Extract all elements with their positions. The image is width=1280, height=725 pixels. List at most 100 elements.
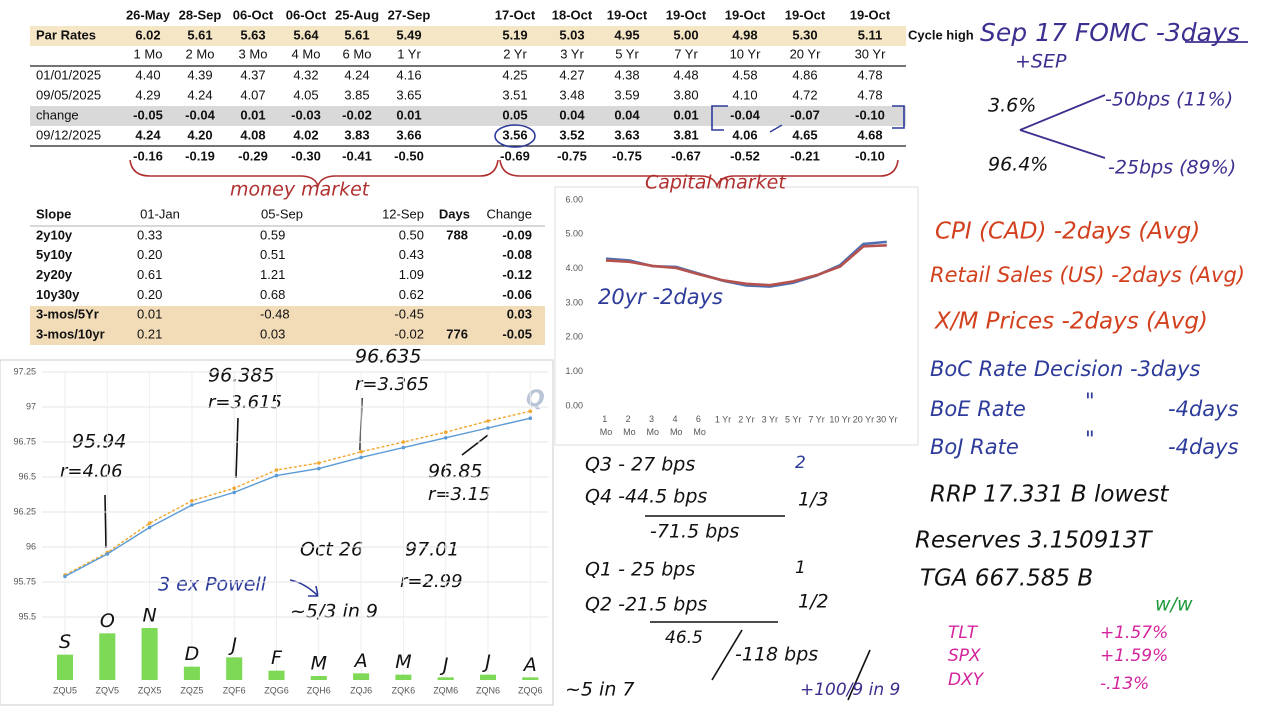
- note: 1/2: [798, 591, 829, 613]
- bar: [353, 673, 370, 680]
- change-row-bg: [30, 106, 906, 126]
- tenor: 6 Mo: [343, 46, 372, 61]
- y-tick-label: 96: [26, 541, 36, 551]
- slope-cell: 0.59: [260, 227, 285, 242]
- y-tick-label: 95.5: [18, 611, 36, 621]
- par-rate: 5.00: [673, 27, 698, 42]
- note: Capital market: [645, 172, 787, 194]
- slope-cell: 0.33: [137, 227, 162, 242]
- x-tick-label: ZQJ6: [350, 685, 372, 695]
- note: 1: [795, 558, 806, 578]
- rate-cell: -0.04: [730, 107, 760, 122]
- date-header: 06-Oct: [233, 7, 274, 22]
- bar-label: M: [395, 651, 411, 673]
- bar: [437, 677, 454, 680]
- date-header: 19-Oct: [850, 7, 891, 22]
- x-tick-label: 1 Yr: [715, 414, 731, 424]
- row-label: 01/01/2025: [36, 67, 101, 82]
- y-tick-label: 97.25: [13, 366, 36, 376]
- x-tick-label: 6 Mo: [693, 414, 706, 437]
- slope-cell: 3-mos/5Yr: [36, 307, 99, 322]
- tenor: 2 Mo: [186, 46, 215, 61]
- branch-up: [1019, 94, 1106, 131]
- calc-lines: [645, 515, 871, 701]
- slope-header: Days: [439, 206, 470, 221]
- note: +1.57%: [1100, 623, 1168, 643]
- slope-cell: -0.02: [394, 326, 424, 341]
- rate-cell: 3.63: [614, 127, 639, 142]
- par-rate: 5.30: [792, 27, 817, 42]
- rate-cell: -0.69: [500, 148, 530, 163]
- rate-cell: 3.85: [344, 87, 369, 102]
- pointer: [461, 434, 489, 456]
- point: [190, 499, 194, 503]
- point: [359, 455, 363, 460]
- date-header: 27-Sep: [388, 7, 431, 22]
- note: RRP 17.331 B lowest: [930, 482, 1169, 508]
- tenor: 3 Yr: [560, 46, 584, 61]
- slope-cell: 0.50: [399, 227, 424, 242]
- note: DXY: [948, 670, 985, 690]
- tenor: 10 Yr: [730, 46, 762, 61]
- tenor: 2 Yr: [503, 46, 527, 61]
- note: 46.5: [665, 628, 703, 648]
- point: [486, 426, 490, 430]
- point: [147, 525, 152, 530]
- rate-cell: 3.83: [344, 127, 369, 142]
- x-tick-label: 4 Mo: [670, 414, 683, 437]
- rate-cell: 4.27: [559, 67, 584, 82]
- rate-cell: -0.75: [612, 148, 642, 163]
- note: r=3.15: [428, 484, 491, 505]
- note: -118 bps: [735, 644, 818, 666]
- tenor: 1 Mo: [134, 46, 163, 61]
- note: BoC Rate Decision -3days: [930, 357, 1201, 381]
- note: 3 ex Powell: [158, 574, 267, 596]
- point: [63, 574, 67, 579]
- note: w/w: [1155, 594, 1193, 616]
- rate-cell: -0.16: [133, 148, 163, 163]
- note: 96.635: [355, 346, 421, 368]
- point: [317, 461, 321, 465]
- rate-cell: -0.29: [238, 148, 268, 163]
- note: +SEP: [1015, 51, 1067, 73]
- bar-label: S: [59, 631, 71, 653]
- slope-cell: 776: [446, 326, 468, 341]
- tenor: 5 Yr: [615, 46, 639, 61]
- bracket-left: [711, 105, 728, 131]
- note: +1.59%: [1100, 646, 1168, 666]
- series-line: [64, 417, 531, 578]
- circle-mark: [494, 124, 536, 148]
- row-label: 09/12/2025: [36, 127, 101, 142]
- par-rate: 4.95: [614, 27, 639, 42]
- bar-label: A: [522, 654, 537, 676]
- row-label: 09/05/2025: [36, 87, 101, 102]
- bar: [522, 677, 539, 680]
- rate-cell: -0.75: [557, 148, 587, 163]
- note: 1/3: [798, 489, 829, 511]
- rate-cell: 4.24: [344, 67, 369, 82]
- slope-cell: -0.48: [260, 307, 290, 322]
- rate-cell: 0.01: [673, 107, 698, 122]
- rate-cell: 0.04: [559, 107, 585, 122]
- bar: [226, 657, 243, 680]
- slope-cell: 1.09: [399, 267, 424, 282]
- tenor: 3 Mo: [239, 46, 268, 61]
- rate-cell: -0.10: [855, 107, 885, 122]
- y-tick-label: 5.00: [565, 229, 583, 239]
- slope-cell: 0.68: [260, 287, 285, 302]
- rate-cell: 3.52: [559, 127, 584, 142]
- branch-down: [1019, 129, 1106, 159]
- tenor: 30 Yr: [855, 46, 887, 61]
- x-tick-label: ZQF6: [223, 685, 246, 695]
- rate-cell: 3.81: [673, 127, 698, 142]
- tenor: 7 Yr: [674, 46, 698, 61]
- slope-cell: 2y10y: [36, 227, 73, 242]
- point: [443, 430, 448, 435]
- note: -25bps (89%): [1108, 157, 1236, 179]
- par-rate: 5.11: [858, 27, 883, 42]
- point: [274, 468, 279, 472]
- point: [443, 436, 448, 440]
- note: ~5 in 7: [565, 679, 635, 701]
